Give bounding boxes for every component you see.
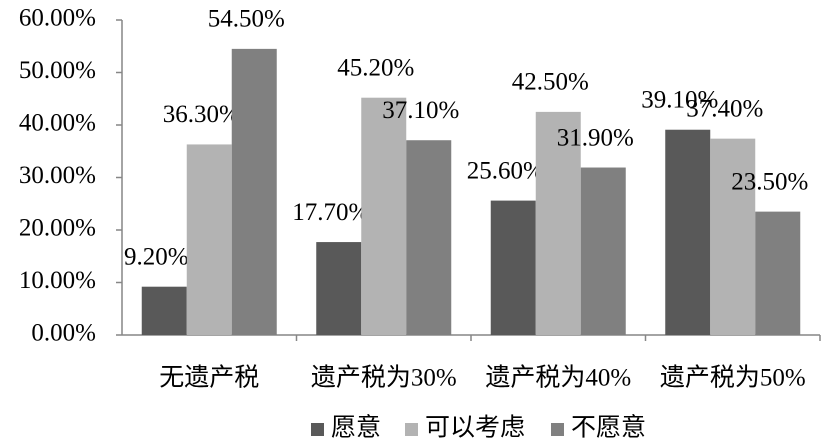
bar [361,97,407,335]
y-tick-label: 60.00% [19,5,96,32]
bar [535,111,581,335]
value-label: 37.10% [382,97,459,124]
y-tick-label: 10.00% [19,267,96,294]
legend-label: 不愿意 [571,414,646,442]
legend-swatch [311,423,324,436]
x-tick-label: 遗产税为40% [485,364,631,392]
bar [186,144,232,335]
value-label: 45.20% [337,54,414,81]
x-tick-label: 遗产税为50% [660,364,806,392]
bar [580,167,626,335]
bar [406,140,452,335]
value-label: 25.60% [467,157,544,184]
legend-label: 可以考虑 [425,414,525,442]
value-label: 31.90% [557,124,634,151]
value-label: 42.50% [512,69,589,96]
legend-label: 愿意 [331,414,381,442]
bar [231,48,277,335]
x-tick-label: 遗产税为30% [311,364,457,392]
y-tick-label: 20.00% [19,215,96,242]
value-label: 54.50% [208,6,285,33]
y-tick-label: 30.00% [19,162,96,189]
x-tick-label: 无遗产税 [159,364,259,392]
value-label: 9.20% [124,243,189,270]
bar [141,286,187,335]
legend-swatch [405,423,418,436]
bar [665,129,711,335]
value-label: 36.30% [163,101,240,128]
y-tick-label: 0.00% [31,320,96,347]
value-label: 23.50% [731,168,808,195]
value-label: 39.10% [641,86,718,113]
value-label: 17.70% [292,199,369,226]
bar [316,242,362,335]
y-tick-label: 50.00% [19,57,96,84]
legend-swatch [551,423,564,436]
value-label: 37.40% [686,95,763,122]
bar [490,200,536,335]
y-tick-label: 40.00% [19,110,96,137]
bar [710,138,756,335]
bar [755,211,801,335]
